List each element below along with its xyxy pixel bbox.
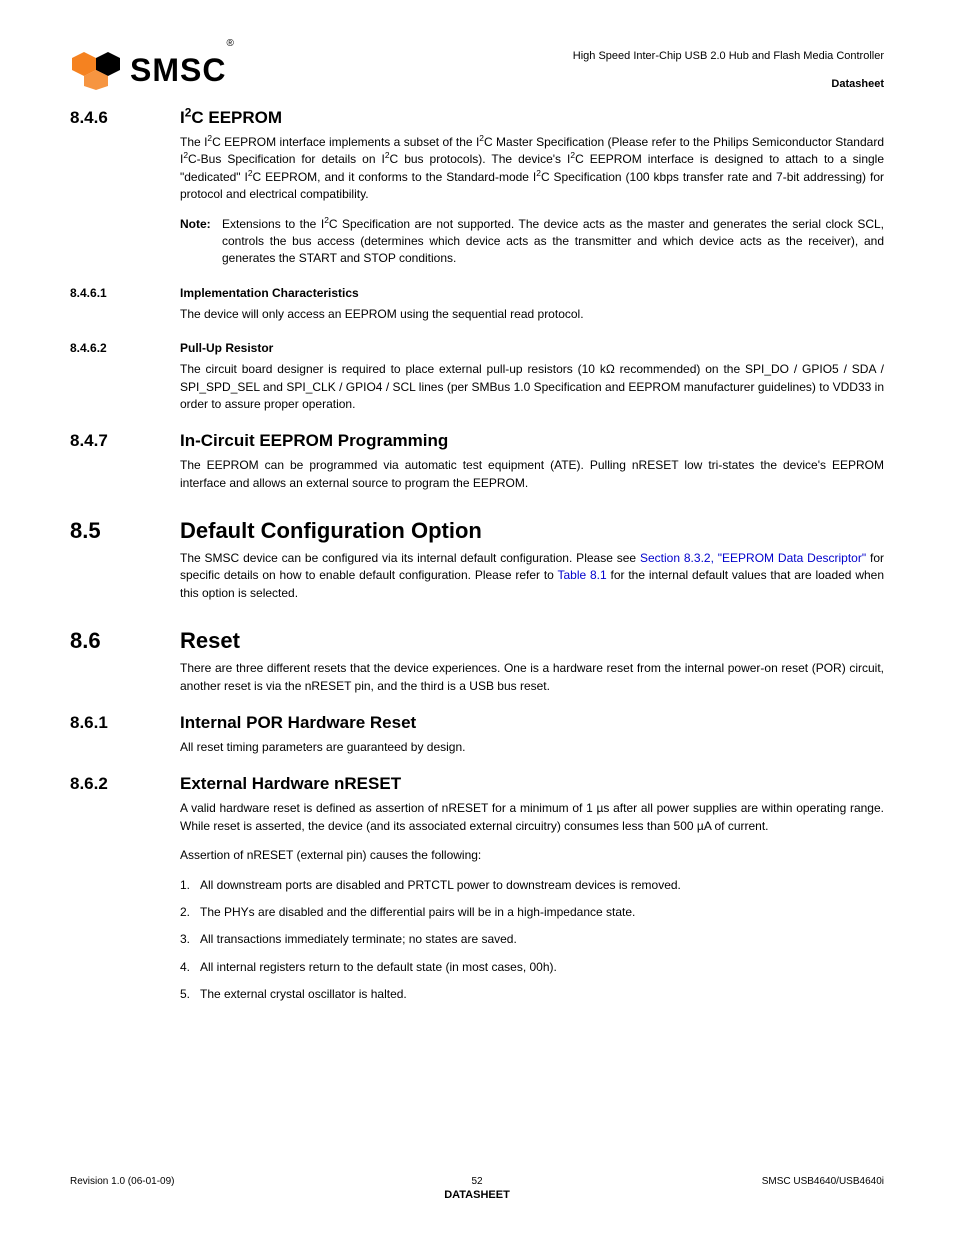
heading-846: 8.4.6 I2C EEPROM [70,108,884,128]
heading-8461: 8.4.6.1 Implementation Characteristics [70,286,884,300]
heading-title: Reset [180,628,240,654]
list-item: 3.All transactions immediately terminate… [180,931,884,948]
logo: SMSC® [70,50,234,90]
page-header: SMSC® High Speed Inter-Chip USB 2.0 Hub … [70,50,884,90]
body-8462: The circuit board designer is required t… [180,361,884,413]
heading-title: External Hardware nRESET [180,774,401,794]
heading-num: 8.4.6 [70,108,180,128]
logo-text: SMSC® [130,52,234,89]
heading-title: Pull-Up Resistor [180,341,273,355]
note-body: Extensions to the I2C Specification are … [222,216,884,268]
heading-85: 8.5 Default Configuration Option [70,518,884,544]
body-846: The I2C EEPROM interface implements a su… [180,134,884,204]
heading-num: 8.5 [70,518,180,544]
heading-847: 8.4.7 In-Circuit EEPROM Programming [70,431,884,451]
heading-861: 8.6.1 Internal POR Hardware Reset [70,713,884,733]
heading-num: 8.4.7 [70,431,180,451]
heading-num: 8.4.6.1 [70,286,180,300]
note-label: Note: [180,216,222,268]
header-right: High Speed Inter-Chip USB 2.0 Hub and Fl… [573,50,884,90]
body-861: All reset timing parameters are guarante… [180,739,884,756]
footer-page-number: 52 [70,1176,884,1187]
heading-title: I2C EEPROM [180,108,282,128]
heading-title: Internal POR Hardware Reset [180,713,416,733]
heading-num: 8.6.1 [70,713,180,733]
heading-num: 8.4.6.2 [70,341,180,355]
body-85: The SMSC device can be configured via it… [180,550,884,602]
heading-title: In-Circuit EEPROM Programming [180,431,448,451]
list-item: 2.The PHYs are disabled and the differen… [180,904,884,921]
heading-num: 8.6.2 [70,774,180,794]
body-847: The EEPROM can be programmed via automat… [180,457,884,492]
heading-8462: 8.4.6.2 Pull-Up Resistor [70,341,884,355]
reset-list: 1.All downstream ports are disabled and … [180,877,884,1004]
heading-862: 8.6.2 External Hardware nRESET [70,774,884,794]
link-section-832[interactable]: Section 8.3.2, "EEPROM Data Descriptor" [640,551,866,565]
doc-title: High Speed Inter-Chip USB 2.0 Hub and Fl… [573,50,884,62]
page-footer: Revision 1.0 (06-01-09) 52 SMSC USB4640/… [70,1176,884,1201]
doc-type: Datasheet [573,78,884,90]
body-86: There are three different resets that th… [180,660,884,695]
footer-datasheet-label: DATASHEET [70,1189,884,1201]
list-item: 1.All downstream ports are disabled and … [180,877,884,894]
logo-icon [70,50,122,90]
body-8461: The device will only access an EEPROM us… [180,306,884,323]
heading-title: Default Configuration Option [180,518,482,544]
list-item: 5.The external crystal oscillator is hal… [180,986,884,1003]
page: SMSC® High Speed Inter-Chip USB 2.0 Hub … [0,0,954,1235]
heading-86: 8.6 Reset [70,628,884,654]
body-862: A valid hardware reset is defined as ass… [180,800,884,864]
heading-title: Implementation Characteristics [180,286,359,300]
list-item: 4.All internal registers return to the d… [180,959,884,976]
link-table-81[interactable]: Table 8.1 [557,568,606,582]
note-846: Note: Extensions to the I2C Specificatio… [180,216,884,268]
heading-num: 8.6 [70,628,180,654]
